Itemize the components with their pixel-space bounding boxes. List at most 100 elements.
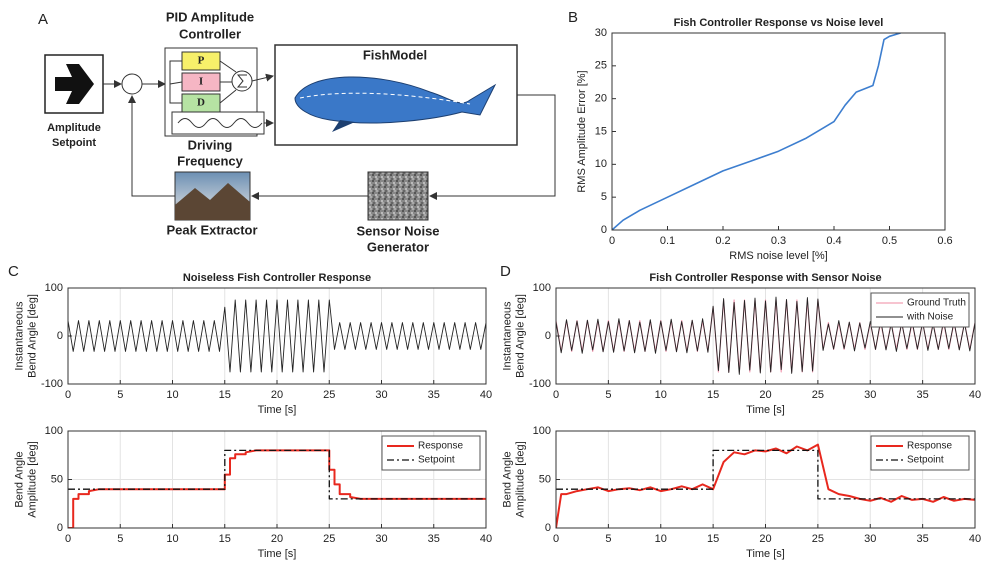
x-tick-label: 35: [917, 389, 929, 401]
x-tick-label: 20: [759, 533, 771, 545]
series-line: [68, 449, 486, 500]
sum-node: [231, 70, 253, 92]
x-tick-label: 30: [864, 389, 876, 401]
x-tick-label: 25: [812, 389, 824, 401]
x-tick-label: 0.3: [771, 235, 786, 247]
x-axis-label: Time [s]: [746, 548, 785, 560]
x-axis-label: Time [s]: [258, 404, 297, 416]
connector: [251, 73, 274, 82]
x-tick-label: 0: [65, 389, 71, 401]
setpoint-label: Setpoint: [52, 137, 96, 149]
y-tick-label: 100: [533, 425, 551, 437]
y-axis-label: Instantaneous: [13, 301, 25, 371]
controller-label: Controller: [179, 26, 241, 41]
sigma-icon: [236, 74, 247, 88]
legend-label: Ground Truth: [907, 298, 966, 309]
x-tick-label: 20: [271, 533, 283, 545]
y-tick-label: -100: [529, 378, 551, 390]
x-tick-label: 40: [480, 533, 492, 545]
x-tick-label: 40: [480, 389, 492, 401]
x-tick-label: 15: [219, 389, 231, 401]
panel-label: D: [500, 263, 511, 280]
y-tick-label: 0: [545, 522, 551, 534]
fish-icon: [294, 76, 497, 124]
x-tick-label: 15: [219, 533, 231, 545]
x-tick-label: 0: [553, 533, 559, 545]
y-tick-label: 10: [595, 158, 607, 170]
controller-label: PID Amplitude: [166, 9, 254, 24]
model-label: FishModel: [363, 47, 427, 62]
mountain-icon: [175, 183, 250, 220]
axes-frame: [67, 287, 487, 385]
sine-icon: [177, 118, 263, 128]
axes-frame: [67, 430, 487, 529]
axes-frame: [555, 287, 976, 385]
panel-label: A: [38, 11, 48, 28]
x-tick-label: 40: [969, 389, 981, 401]
chart-title: Fish Controller Response with Sensor Noi…: [649, 272, 881, 284]
x-tick-label: 35: [917, 533, 929, 545]
y-tick-label: 100: [45, 282, 63, 294]
x-tick-label: 10: [166, 533, 178, 545]
y-tick-label: -100: [41, 378, 63, 390]
legend-label: Setpoint: [907, 455, 944, 466]
connector: [169, 60, 183, 104]
y-tick-label: 0: [57, 330, 63, 342]
chart-title: Fish Controller Response vs Noise level: [674, 17, 884, 29]
series-line: [68, 299, 486, 373]
axes-frame: [611, 32, 946, 231]
x-tick-label: 35: [428, 533, 440, 545]
legend-label: with Noise: [906, 312, 954, 323]
x-axis-label: RMS noise level [%]: [729, 250, 827, 262]
x-tick-label: 10: [166, 389, 178, 401]
sum-node: [121, 73, 143, 95]
noise-label: Sensor Noise: [356, 223, 439, 238]
x-tick-label: 0: [65, 533, 71, 545]
noise-box: [367, 171, 429, 221]
y-axis-label: Bend Angle [deg]: [26, 294, 38, 378]
setpoint-label: Amplitude: [47, 122, 101, 134]
x-tick-label: 15: [707, 389, 719, 401]
legend-label: Response: [418, 441, 463, 452]
y-tick-label: 50: [539, 473, 551, 485]
x-axis-label: Time [s]: [258, 548, 297, 560]
x-tick-label: 5: [605, 389, 611, 401]
x-tick-label: 40: [969, 533, 981, 545]
y-tick-label: 5: [601, 191, 607, 203]
x-tick-label: 0.4: [826, 235, 841, 247]
arrow-icon: [55, 64, 94, 104]
x-tick-label: 0.1: [660, 235, 675, 247]
chart-title: Noiseless Fish Controller Response: [183, 272, 371, 284]
diagram: A Amplitude Setpoint PID Amplitude Contr…: [38, 9, 556, 254]
x-tick-label: 5: [117, 533, 123, 545]
y-tick-label: 20: [595, 93, 607, 105]
series-line: [556, 449, 975, 500]
x-tick-label: 10: [655, 533, 667, 545]
y-axis-label: Bend Angle [deg]: [514, 294, 526, 378]
legend-label: Response: [907, 441, 952, 452]
y-tick-label: 0: [545, 330, 551, 342]
x-tick-label: 5: [605, 533, 611, 545]
noise-label: Generator: [367, 239, 429, 254]
x-tick-label: 25: [323, 389, 335, 401]
x-tick-label: 20: [759, 389, 771, 401]
legend-box: [381, 435, 481, 471]
x-tick-label: 5: [117, 389, 123, 401]
series-line: [556, 296, 975, 375]
x-tick-label: 0.5: [882, 235, 897, 247]
y-tick-label: 30: [595, 27, 607, 39]
y-tick-label: 25: [595, 60, 607, 72]
y-tick-label: 50: [51, 473, 63, 485]
i-label: I: [199, 76, 203, 88]
x-tick-label: 30: [375, 533, 387, 545]
y-axis-label: RMS Amplitude Error [%]: [576, 70, 588, 192]
frequency-box: [171, 111, 265, 135]
x-tick-label: 25: [812, 533, 824, 545]
legend-box: [870, 292, 970, 328]
x-tick-label: 0: [553, 389, 559, 401]
x-tick-label: 20: [271, 389, 283, 401]
x-tick-label: 10: [655, 389, 667, 401]
connector: [429, 94, 556, 200]
x-tick-label: 35: [428, 389, 440, 401]
